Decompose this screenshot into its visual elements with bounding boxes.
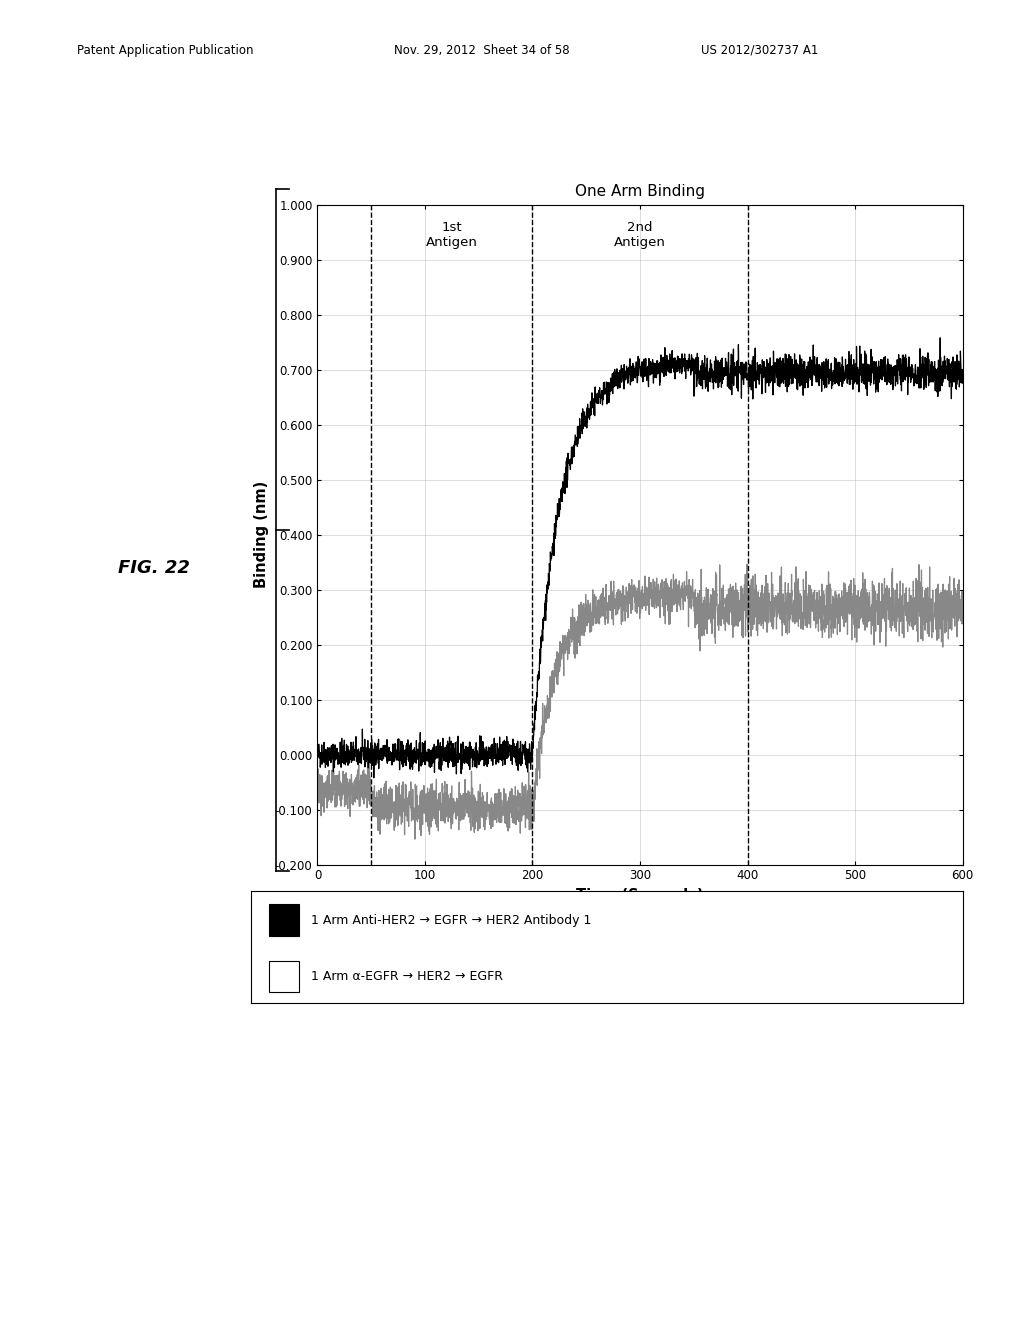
Text: Nov. 29, 2012  Sheet 34 of 58: Nov. 29, 2012 Sheet 34 of 58 [394,44,570,57]
Text: 1 Arm α-EGFR → HER2 → EGFR: 1 Arm α-EGFR → HER2 → EGFR [311,970,504,983]
Text: 1 Arm Anti-HER2 → EGFR → HER2 Antibody 1: 1 Arm Anti-HER2 → EGFR → HER2 Antibody 1 [311,913,592,927]
FancyBboxPatch shape [268,904,299,936]
Text: 2nd
Antigen: 2nd Antigen [614,222,666,249]
X-axis label: Time (Seconds): Time (Seconds) [577,888,703,903]
FancyBboxPatch shape [268,961,299,993]
Title: One Arm Binding: One Arm Binding [575,185,705,199]
Text: Patent Application Publication: Patent Application Publication [77,44,253,57]
Text: 1st
Antigen: 1st Antigen [426,222,478,249]
Y-axis label: Binding (nm): Binding (nm) [254,480,269,589]
Text: US 2012/302737 A1: US 2012/302737 A1 [701,44,819,57]
Text: FIG. 22: FIG. 22 [118,558,189,577]
